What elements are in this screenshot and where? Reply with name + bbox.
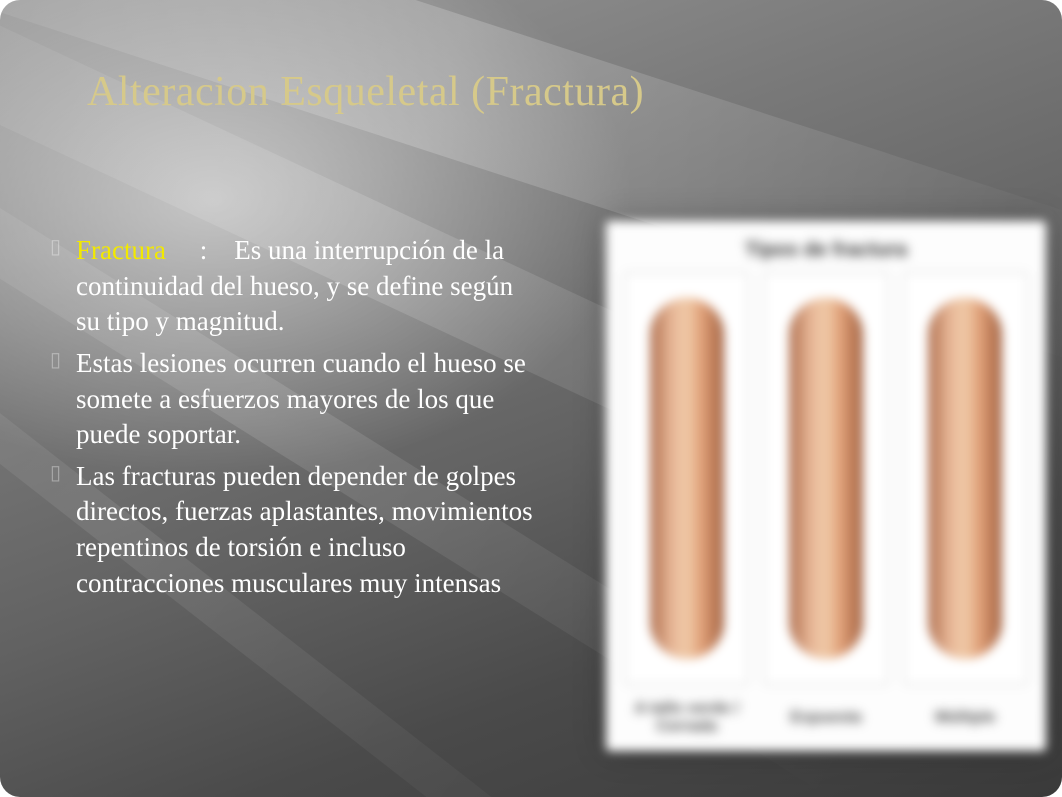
limb-column: Expuesta: [763, 272, 888, 737]
limb-label: Expuesta: [790, 699, 861, 737]
limb-box: [763, 272, 888, 685]
slide-title: Alteracion Esqueletal (Fractura): [87, 68, 644, 116]
fracture-types-image: Tipos de fractura A tallo verde / Cerrad…: [606, 221, 1046, 751]
bullet-marker-icon: ▯: [50, 237, 64, 257]
limb-label: Múltiple: [935, 699, 995, 737]
limb-illustration: [650, 298, 724, 660]
bullet-marker-icon: ▯: [50, 463, 64, 483]
limb-column: A tallo verde / Cerrada: [624, 272, 749, 737]
limb-label: A tallo verde / Cerrada: [624, 699, 749, 737]
limb-illustration: [928, 298, 1002, 660]
image-panel-limbs: A tallo verde / Cerrada Expuesta Múltipl…: [624, 272, 1028, 737]
bullet-text: Estas lesiones ocurren cuando el hueso s…: [76, 346, 540, 453]
image-panel-title: Tipos de fractura: [624, 239, 1028, 262]
limb-illustration: [789, 298, 863, 660]
limb-box: [903, 272, 1028, 685]
bullet-text: Fractura : Es una interrupción de la con…: [76, 233, 540, 340]
bullet-item: ▯ Estas lesiones ocurren cuando el hueso…: [50, 346, 540, 453]
term-separator: :: [166, 235, 234, 265]
bullet-marker-icon: ▯: [50, 350, 64, 370]
limb-column: Múltiple: [903, 272, 1028, 737]
bullet-text: Las fracturas pueden depender de golpes …: [76, 459, 540, 602]
limb-box: [624, 272, 749, 685]
term-highlight: Fractura: [76, 235, 166, 265]
bullet-item: ▯ Fractura : Es una interrupción de la c…: [50, 233, 540, 340]
slide: Alteracion Esqueletal (Fractura) ▯ Fract…: [0, 0, 1062, 797]
bullet-item: ▯ Las fracturas pueden depender de golpe…: [50, 459, 540, 602]
slide-body: ▯ Fractura : Es una interrupción de la c…: [50, 233, 540, 607]
